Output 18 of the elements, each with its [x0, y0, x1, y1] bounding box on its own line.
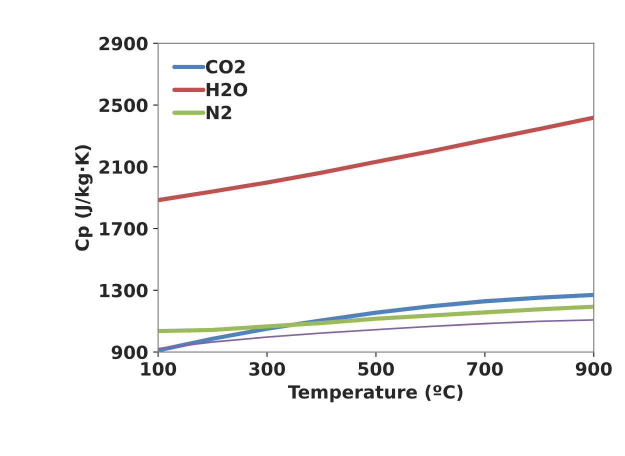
y-tick-label: 900 [112, 345, 148, 360]
x-tick-label: 700 [467, 362, 503, 376]
legend-label: CO2 [206, 60, 245, 74]
y-tick-label: 1300 [100, 284, 148, 298]
y-tick-label: 2100 [100, 160, 148, 174]
y-axis-title: Cp (J/kg·K) [74, 145, 93, 251]
legend-label: H2O [206, 82, 248, 96]
x-axis-title: Temperature (ºC) [288, 384, 462, 402]
x-tick-label: 900 [576, 362, 612, 376]
line-series [158, 304, 594, 334]
y-tick-label: 2900 [100, 36, 148, 50]
line-series [158, 319, 594, 350]
x-tick-label: 500 [358, 362, 394, 376]
y-tick-label: 1700 [100, 222, 148, 236]
legend-label: N2 [206, 106, 232, 120]
x-tick-label: 100 [141, 362, 176, 376]
y-tick-label: 2500 [100, 98, 148, 112]
x-tick-label: 300 [249, 362, 286, 376]
